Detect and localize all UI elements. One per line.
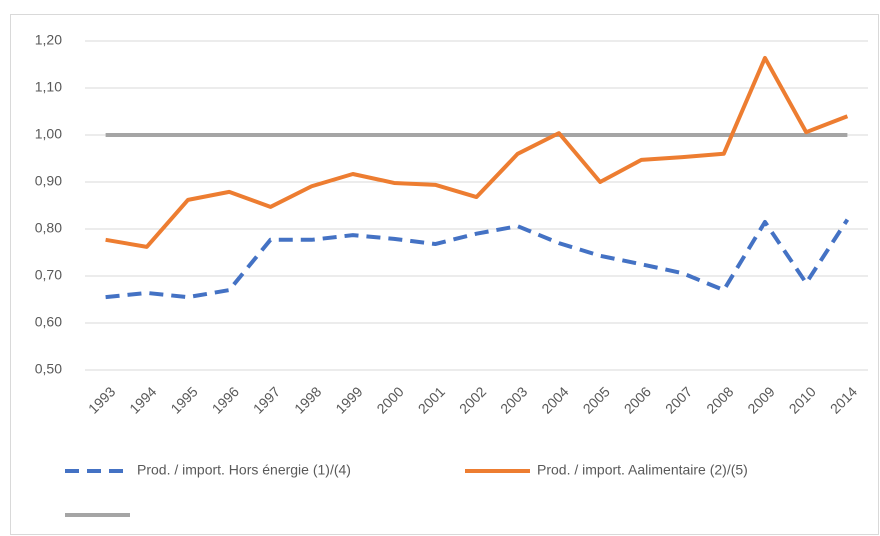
y-tick-label: 0,70	[35, 267, 62, 283]
legend-label: Prod. / import. Hors énergie (1)/(4)	[137, 462, 351, 478]
y-tick-label: 0,60	[35, 314, 62, 330]
y-tick-label: 1,10	[35, 79, 62, 95]
legend-label: Prod. / import. Aalimentaire (2)/(5)	[537, 462, 748, 478]
y-tick-label: 1,00	[35, 126, 62, 142]
line-series	[105, 55, 849, 249]
y-tick-label: 0,90	[35, 173, 62, 189]
chart-border	[10, 14, 879, 535]
y-tick-label: 0,50	[35, 361, 62, 377]
line-series	[105, 218, 850, 300]
y-tick-label: 0,80	[35, 220, 62, 236]
y-tick-label: 1,20	[35, 32, 62, 48]
